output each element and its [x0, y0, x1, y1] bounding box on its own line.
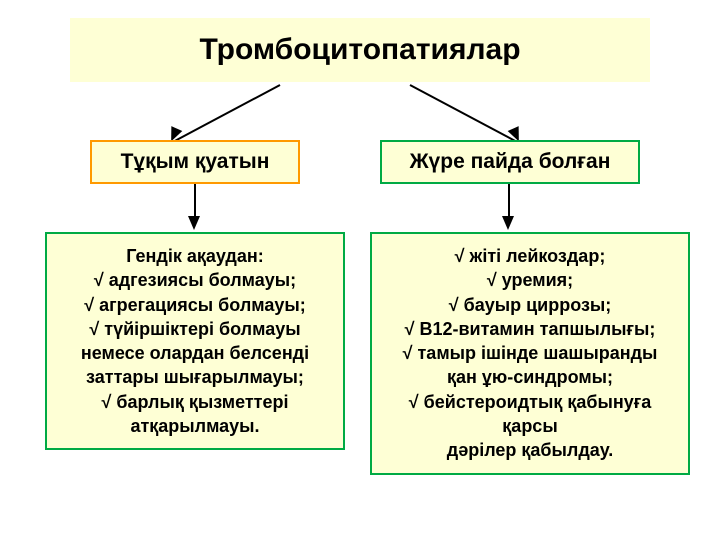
detail-left-line: √ агрегациясы болмауы; — [55, 293, 335, 317]
detail-right-box: √ жіті лейкоздар; √ уремия; √ бауыр цирр… — [370, 232, 690, 475]
arrow-title-to-left — [174, 84, 281, 142]
category-left-box: Тұқым қуатын — [90, 140, 300, 184]
detail-right-line: қан ұю-синдромы; — [380, 365, 680, 389]
arrow-title-to-right — [410, 84, 517, 142]
detail-left-box: Гендік ақаудан: √ адгезиясы болмауы; √ а… — [45, 232, 345, 450]
arrow-right-down — [508, 184, 510, 218]
detail-left-line: атқарылмауы. — [55, 414, 335, 438]
detail-left-line: √ түйіршіктері болмауы — [55, 317, 335, 341]
detail-left-line: √ адгезиясы болмауы; — [55, 268, 335, 292]
detail-left-line: √ барлық қызметтері — [55, 390, 335, 414]
detail-right-line: дәрілер қабылдау. — [380, 438, 680, 462]
detail-right-line: √ тамыр ішінде шашыранды — [380, 341, 680, 365]
arrow-left-down — [194, 184, 196, 218]
detail-left-line: немесе олардан белсенді — [55, 341, 335, 365]
detail-right-line: қарсы — [380, 414, 680, 438]
category-left-label: Тұқым қуатын — [121, 150, 270, 173]
detail-left-line: Гендік ақаудан: — [55, 244, 335, 268]
detail-right-line: √ бауыр циррозы; — [380, 293, 680, 317]
detail-left-line: заттары шығарылмауы; — [55, 365, 335, 389]
detail-right-line: √ жіті лейкоздар; — [380, 244, 680, 268]
detail-right-line: √ бейстероидтық қабынуға — [380, 390, 680, 414]
arrow-head-right-down — [502, 216, 514, 230]
title-box: Тромбоцитопатиялар — [70, 18, 650, 82]
detail-right-line: √ В12-витамин тапшылығы; — [380, 317, 680, 341]
title-text: Тромбоцитопатиялар — [199, 33, 520, 67]
category-right-box: Жүре пайда болған — [380, 140, 640, 184]
detail-right-line: √ уремия; — [380, 268, 680, 292]
category-right-label: Жүре пайда болған — [410, 150, 611, 173]
arrow-head-left-down — [188, 216, 200, 230]
